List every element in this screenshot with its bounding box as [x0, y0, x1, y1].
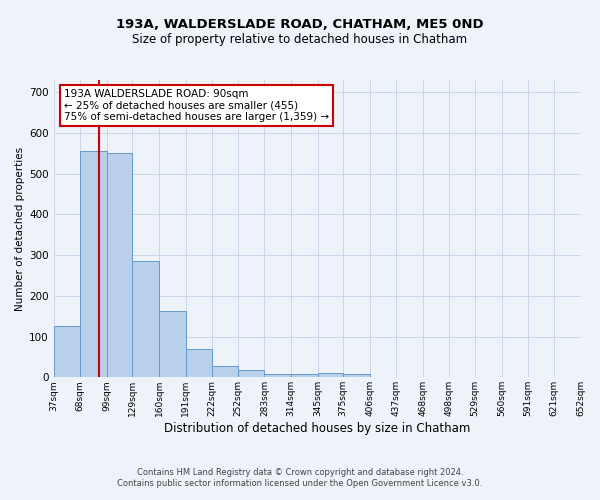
- Bar: [133, 261, 159, 378]
- Bar: [265, 374, 291, 378]
- Text: 193A WALDERSLADE ROAD: 90sqm
← 25% of detached houses are smaller (455)
75% of s: 193A WALDERSLADE ROAD: 90sqm ← 25% of de…: [64, 89, 329, 122]
- Bar: [212, 366, 238, 378]
- Bar: [53, 326, 80, 378]
- Bar: [80, 152, 107, 378]
- Bar: [159, 311, 185, 378]
- Text: Contains HM Land Registry data © Crown copyright and database right 2024.
Contai: Contains HM Land Registry data © Crown c…: [118, 468, 482, 487]
- Bar: [238, 370, 265, 378]
- Bar: [291, 374, 317, 378]
- Bar: [107, 154, 133, 378]
- Bar: [317, 373, 343, 378]
- Text: Size of property relative to detached houses in Chatham: Size of property relative to detached ho…: [133, 32, 467, 46]
- Bar: [185, 349, 212, 378]
- X-axis label: Distribution of detached houses by size in Chatham: Distribution of detached houses by size …: [164, 422, 470, 435]
- Y-axis label: Number of detached properties: Number of detached properties: [15, 146, 25, 310]
- Text: 193A, WALDERSLADE ROAD, CHATHAM, ME5 0ND: 193A, WALDERSLADE ROAD, CHATHAM, ME5 0ND: [116, 18, 484, 30]
- Bar: [343, 374, 370, 378]
